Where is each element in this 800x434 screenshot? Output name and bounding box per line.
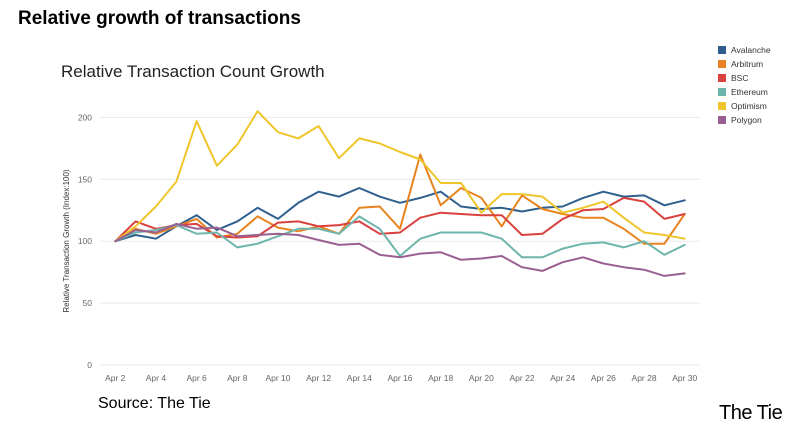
y-tick-label: 200 xyxy=(78,112,92,122)
legend-swatch xyxy=(718,102,726,110)
x-tick-label: Apr 12 xyxy=(306,373,331,383)
series-line-ethereum xyxy=(114,215,686,259)
x-tick-label: Apr 10 xyxy=(265,373,290,383)
legend-item-polygon: Polygon xyxy=(718,113,771,127)
brand-logo: The Tie xyxy=(719,402,783,424)
x-tick-label: Apr 8 xyxy=(227,373,248,383)
series-line-bsc xyxy=(114,196,686,243)
x-tick-label: Apr 20 xyxy=(469,373,494,383)
source-note: Source: The Tie xyxy=(98,395,211,412)
x-tick-label: Apr 24 xyxy=(550,373,575,383)
legend-item-ethereum: Ethereum xyxy=(718,85,771,99)
gridlines xyxy=(100,116,700,366)
legend-label: Avalanche xyxy=(731,45,771,55)
legend-label: BSC xyxy=(731,73,749,83)
legend-swatch xyxy=(718,116,726,124)
legend-label: Polygon xyxy=(731,115,762,125)
chart-title: Relative Transaction Count Growth xyxy=(61,62,325,81)
legend: Avalanche Arbitrum BSC Ethereum Optimism Poly… xyxy=(718,43,771,127)
y-tick-label: 100 xyxy=(78,236,92,246)
x-tick-label: Apr 28 xyxy=(632,373,657,383)
y-axis-label: Relative Transaction Growth (Index:100) xyxy=(62,169,71,313)
legend-item-optimism: Optimism xyxy=(718,99,771,113)
legend-item-arbitrum: Arbitrum xyxy=(718,57,771,71)
legend-item-bsc: BSC xyxy=(718,71,771,85)
legend-label: Ethereum xyxy=(731,87,768,97)
legend-swatch xyxy=(718,74,726,82)
x-tick-label: Apr 14 xyxy=(347,373,372,383)
legend-swatch xyxy=(718,46,726,54)
series-lines xyxy=(114,110,686,277)
x-tick-label: Apr 26 xyxy=(591,373,616,383)
y-tick-label: 50 xyxy=(83,298,93,308)
x-tick-label: Apr 6 xyxy=(186,373,207,383)
legend-item-avalanche: Avalanche xyxy=(718,43,771,57)
legend-swatch xyxy=(718,60,726,68)
y-tick-label: 0 xyxy=(87,360,92,370)
x-tick-label: Apr 22 xyxy=(510,373,535,383)
series-line-avalanche xyxy=(114,187,686,243)
legend-label: Optimism xyxy=(731,101,767,111)
page-title: Relative growth of transactions xyxy=(18,8,301,29)
y-axis-ticks: 0 50 100 150 200 xyxy=(78,112,92,370)
series-line-polygon xyxy=(114,222,686,277)
y-tick-label: 150 xyxy=(78,174,92,184)
x-tick-label: Apr 4 xyxy=(146,373,167,383)
x-tick-label: Apr 16 xyxy=(387,373,412,383)
legend-swatch xyxy=(718,88,726,96)
x-tick-label: Apr 18 xyxy=(428,373,453,383)
x-tick-label: Apr 30 xyxy=(672,373,697,383)
legend-label: Arbitrum xyxy=(731,59,764,69)
series-line-arbitrum xyxy=(114,153,686,245)
x-axis-ticks: Apr 2 Apr 4 Apr 6 Apr 8 Apr 10 Apr 12 Apr 14 Ap… xyxy=(105,373,697,383)
series-line-optimism xyxy=(114,110,686,243)
x-tick-label: Apr 2 xyxy=(105,373,126,383)
